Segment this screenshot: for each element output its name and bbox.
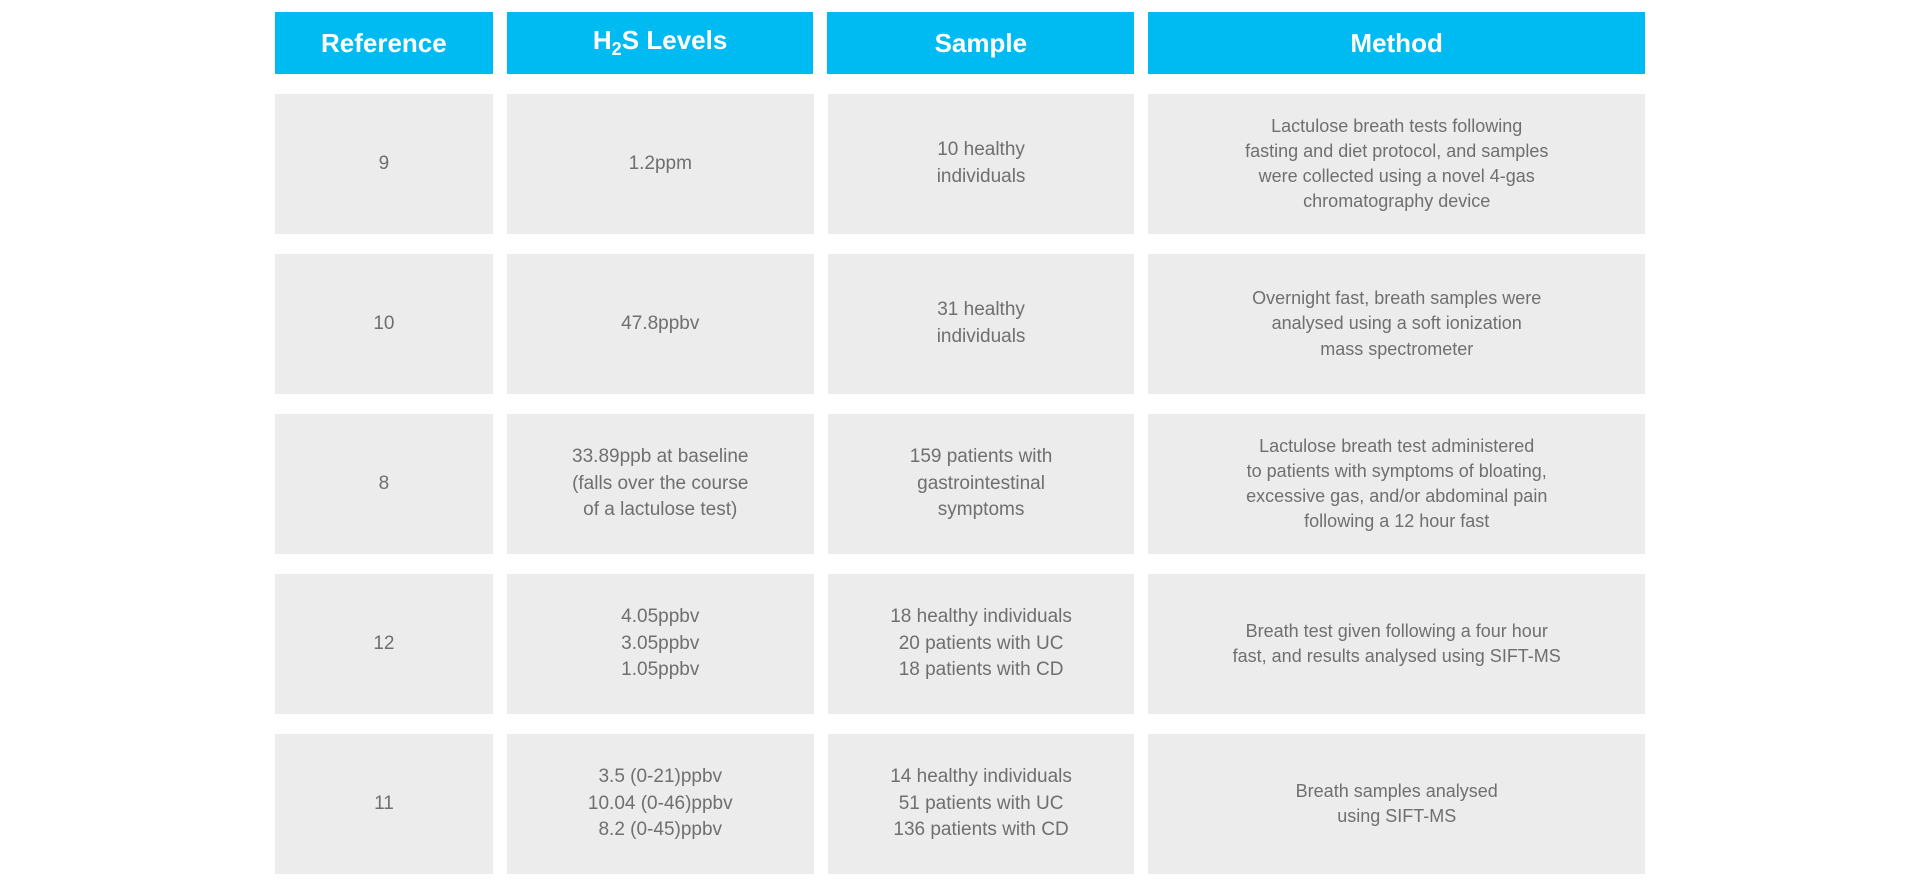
cell-sample: 14 healthy individuals 51 patients with …: [828, 734, 1135, 874]
cell-reference: 11: [275, 734, 493, 874]
header-method: Method: [1148, 12, 1645, 74]
header-sample: Sample: [827, 12, 1134, 74]
cell-method: Breath test given following a four hour …: [1148, 574, 1645, 714]
header-sample-label: Sample: [935, 28, 1028, 59]
cell-reference: 9: [275, 94, 493, 234]
h2s-levels-table: Reference H2S Levels Sample Method 9 1.2…: [275, 0, 1645, 874]
cell-levels: 47.8ppbv: [507, 254, 814, 394]
cell-sample: 10 healthy individuals: [828, 94, 1135, 234]
table-row: 8 33.89ppb at baseline (falls over the c…: [275, 414, 1645, 554]
cell-method: Lactulose breath tests following fasting…: [1148, 94, 1645, 234]
table-row: 12 4.05ppbv 3.05ppbv 1.05ppbv 18 healthy…: [275, 574, 1645, 714]
cell-levels: 1.2ppm: [507, 94, 814, 234]
table-row: 9 1.2ppm 10 healthy individuals Lactulos…: [275, 94, 1645, 234]
cell-sample: 31 healthy individuals: [828, 254, 1135, 394]
table-row: 11 3.5 (0-21)ppbv 10.04 (0-46)ppbv 8.2 (…: [275, 734, 1645, 874]
cell-levels: 4.05ppbv 3.05ppbv 1.05ppbv: [507, 574, 814, 714]
cell-levels: 33.89ppb at baseline (falls over the cou…: [507, 414, 814, 554]
table-row: 10 47.8ppbv 31 healthy individuals Overn…: [275, 254, 1645, 394]
header-method-label: Method: [1350, 28, 1442, 59]
cell-method: Lactulose breath test administered to pa…: [1148, 414, 1645, 554]
cell-method: Overnight fast, breath samples were anal…: [1148, 254, 1645, 394]
header-reference: Reference: [275, 12, 493, 74]
header-levels-label: H2S Levels: [593, 25, 727, 60]
cell-method: Breath samples analysed using SIFT-MS: [1148, 734, 1645, 874]
cell-sample: 159 patients with gastrointestinal sympt…: [828, 414, 1135, 554]
table-header-row: Reference H2S Levels Sample Method: [275, 12, 1645, 74]
cell-levels: 3.5 (0-21)ppbv 10.04 (0-46)ppbv 8.2 (0-4…: [507, 734, 814, 874]
cell-sample: 18 healthy individuals 20 patients with …: [828, 574, 1135, 714]
cell-reference: 8: [275, 414, 493, 554]
cell-reference: 12: [275, 574, 493, 714]
header-levels: H2S Levels: [507, 12, 814, 74]
header-reference-label: Reference: [321, 28, 447, 59]
cell-reference: 10: [275, 254, 493, 394]
